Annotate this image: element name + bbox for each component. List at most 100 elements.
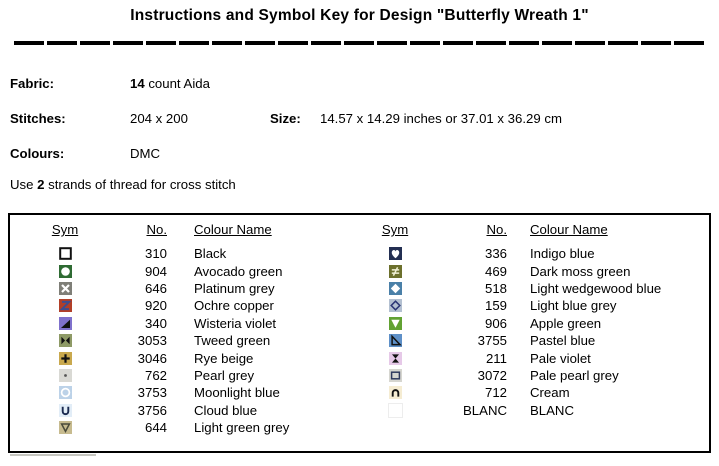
colour-name: Indigo blue — [530, 246, 595, 262]
key-row: 159 Light blue grey — [360, 297, 709, 314]
key-row: 3756 Cloud blue — [10, 402, 360, 419]
colours-value: DMC — [130, 146, 161, 161]
x-icon — [58, 281, 72, 295]
thread-number: 518 — [484, 280, 507, 296]
stitches-label: Stitches: — [10, 111, 66, 126]
thread-number: 762 — [144, 367, 167, 383]
colour-name: Ochre copper — [194, 298, 274, 314]
colour-name: Rye beige — [194, 350, 254, 366]
fabric-value: 14 count Aida — [130, 76, 210, 91]
key-row: 904 Avocado green — [10, 262, 360, 279]
dot-icon — [58, 368, 72, 382]
stitches-value: 204 x 200 — [130, 111, 188, 126]
colour-name: Platinum grey — [194, 280, 275, 296]
thread-number: 3046 — [137, 350, 167, 366]
triangle-ll-outline-icon — [388, 334, 402, 348]
hourglass-icon — [388, 351, 402, 365]
header-colour-name: Colour Name — [194, 222, 272, 237]
diamond-filled-icon — [388, 281, 402, 295]
key-row: 469 Dark moss green — [360, 262, 709, 279]
colour-name: Dark moss green — [530, 263, 631, 279]
colour-name: Wisteria violet — [194, 315, 277, 331]
key-row: 3072 Pale pearl grey — [360, 367, 709, 384]
key-row: 3046 Rye beige — [10, 349, 360, 366]
page-bottom-artifact — [10, 454, 96, 456]
thread-number: 712 — [484, 385, 507, 401]
key-row: 762 Pearl grey — [10, 367, 360, 384]
thread-number: 3756 — [137, 402, 167, 418]
colours-row: Colours: DMC — [0, 146, 719, 164]
key-row: 211 Pale violet — [360, 349, 709, 366]
colour-name: BLANC — [530, 402, 574, 418]
thread-number: 3072 — [477, 367, 507, 383]
triangle-down-filled-icon — [388, 316, 402, 330]
thread-number: 469 — [484, 263, 507, 279]
thread-number: 310 — [144, 246, 167, 262]
stitches-row: Stitches: 204 x 200 Size: 14.57 x 14.29 … — [0, 111, 719, 129]
thread-number: 3755 — [477, 333, 507, 349]
neq-icon — [388, 264, 402, 278]
key-row: 3755 Pastel blue — [360, 332, 709, 349]
triangle-lr-filled-icon — [58, 316, 72, 330]
colour-name: Pale pearl grey — [530, 367, 619, 383]
key-row: 518 Light wedgewood blue — [360, 280, 709, 297]
key-column-left: Sym No. Colour Name 310 Black 904 Avocado g… — [10, 221, 360, 436]
page-title: Instructions and Symbol Key for Design "… — [130, 7, 589, 24]
colour-name: Moonlight blue — [194, 385, 280, 401]
strands-note: Use 2 strands of thread for cross stitch — [10, 177, 236, 192]
key-rows-left: 310 Black 904 Avocado green 646 Platinum grey… — [10, 245, 360, 436]
colour-name: Cloud blue — [194, 402, 258, 418]
square-outline-icon — [58, 247, 72, 261]
diamond-outline-icon — [388, 299, 402, 313]
key-row: 646 Platinum grey — [10, 280, 360, 297]
circle-filled-icon — [58, 264, 72, 278]
thread-number: 646 — [144, 280, 167, 296]
thread-number: 340 — [144, 315, 167, 331]
header-sym: Sym — [51, 222, 79, 237]
key-row: 310 Black — [10, 245, 360, 262]
thread-number: 644 — [144, 420, 167, 436]
thread-number: 211 — [485, 350, 507, 366]
key-column-right: Sym No. Colour Name 336 Indigo blue 469 Dar… — [360, 221, 709, 419]
thread-number: 906 — [484, 315, 507, 331]
colour-name: Light blue grey — [530, 298, 617, 314]
key-row: 644 Light green grey — [10, 419, 360, 436]
title-underline — [14, 41, 706, 45]
key-row: 336 Indigo blue — [360, 245, 709, 262]
blank-icon — [387, 402, 403, 418]
size-label: Size: — [270, 111, 301, 126]
colour-name: Cream — [530, 385, 570, 401]
u-icon — [58, 403, 72, 417]
heart-icon — [388, 247, 402, 261]
key-row: 3753 Moonlight blue — [10, 384, 360, 401]
size-value: 14.57 x 14.29 inches or 37.01 x 36.29 cm — [320, 111, 562, 126]
colours-label: Colours: — [10, 146, 65, 161]
header-sym: Sym — [381, 222, 409, 237]
thread-number: 3053 — [137, 333, 167, 349]
colour-name: Apple green — [530, 315, 602, 331]
bowtie-icon — [58, 334, 72, 348]
key-row: BLANC BLANC — [360, 402, 709, 419]
key-row: 920 Ochre copper — [10, 297, 360, 314]
colour-name: Pale violet — [530, 350, 591, 366]
key-rows-right: 336 Indigo blue 469 Dark moss green 518 Light… — [360, 245, 709, 419]
key-row: 340 Wisteria violet — [10, 315, 360, 332]
header-no: No. — [486, 222, 507, 237]
thread-number: 159 — [484, 298, 507, 314]
key-header-row: Sym No. Colour Name — [10, 221, 360, 238]
z-icon — [58, 299, 72, 313]
circle-outline-icon — [58, 386, 72, 400]
key-row: 3053 Tweed green — [10, 332, 360, 349]
key-header-row: Sym No. Colour Name — [360, 221, 709, 238]
colour-name: Avocado green — [194, 263, 283, 279]
thread-number: 920 — [144, 298, 167, 314]
colour-name: Pastel blue — [530, 333, 596, 349]
symbol-key-table: Sym No. Colour Name 310 Black 904 Avocado g… — [8, 213, 711, 453]
cap-icon — [388, 386, 402, 400]
header-no: No. — [146, 222, 167, 237]
header-colour-name: Colour Name — [530, 222, 608, 237]
fabric-row: Fabric: 14 count Aida — [0, 76, 719, 94]
colour-name: Tweed green — [194, 333, 271, 349]
thread-number: 3753 — [137, 385, 167, 401]
